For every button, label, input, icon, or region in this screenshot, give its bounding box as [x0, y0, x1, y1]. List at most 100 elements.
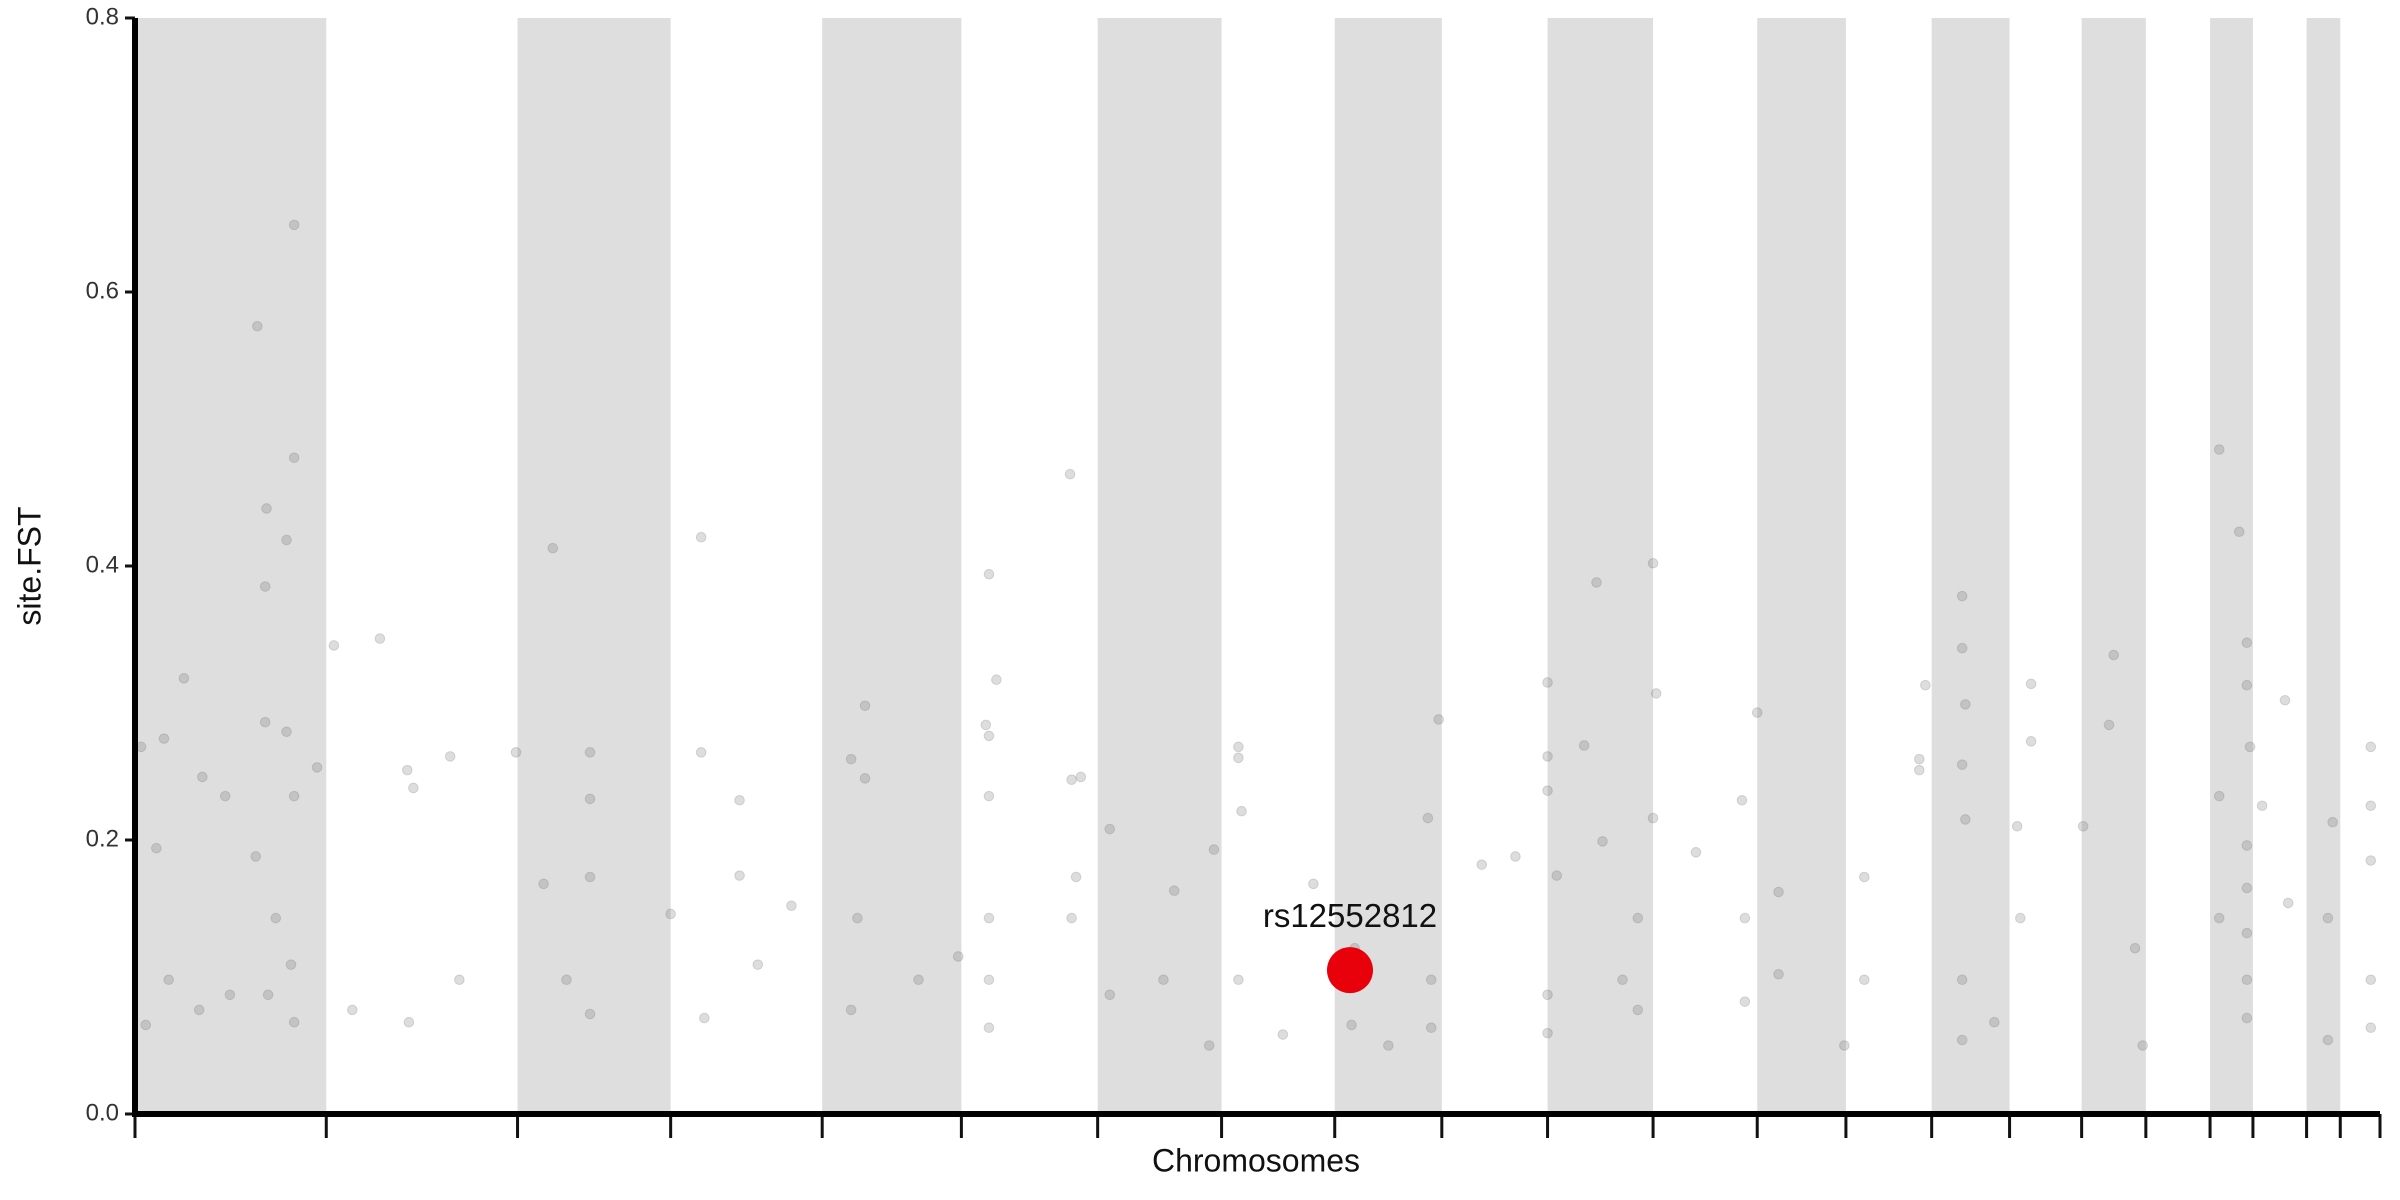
- snp-point: [2025, 736, 2037, 747]
- snp-point: [1168, 885, 1180, 896]
- snp-point: [1960, 699, 1971, 710]
- snp-point: [1647, 812, 1659, 824]
- snp-point: [2256, 800, 2268, 812]
- snp-point: [584, 871, 596, 883]
- snp-point: [158, 733, 170, 744]
- snp-point: [1383, 1040, 1394, 1051]
- snp-point: [1839, 1040, 1850, 1051]
- snp-point: [444, 751, 456, 762]
- snp-point: [1542, 1027, 1553, 1039]
- snp-point: [1422, 812, 1434, 824]
- snp-point: [1960, 814, 1971, 825]
- snp-point: [259, 716, 271, 728]
- snp-point: [261, 503, 272, 514]
- points: rs12552812: [135, 219, 2377, 1051]
- snp-point: [1064, 468, 1076, 480]
- snp-point: [983, 568, 995, 580]
- snp-point: [859, 773, 871, 784]
- snp-point: [1632, 912, 1644, 924]
- snp-point: [2103, 719, 2115, 731]
- snp-point: [2233, 526, 2245, 538]
- snp-point: [1277, 1029, 1289, 1040]
- snp-point: [952, 951, 964, 962]
- highlight-point: [1326, 947, 1373, 994]
- snp-point: [510, 747, 522, 758]
- snp-point: [1542, 677, 1553, 688]
- snp-point: [2244, 741, 2256, 753]
- snp-point: [1647, 557, 1659, 569]
- snp-point: [983, 974, 995, 986]
- snp-point: [288, 219, 300, 231]
- snp-point: [845, 753, 857, 765]
- snp-point: [859, 700, 871, 712]
- snp-point: [1233, 741, 1244, 753]
- chromosome-band: [1757, 18, 1846, 1114]
- snp-point: [1542, 751, 1553, 762]
- snp-point: [538, 878, 549, 890]
- snp-point: [1597, 836, 1608, 847]
- snp-point: [547, 542, 559, 554]
- snp-point: [178, 673, 190, 684]
- snp-point: [1104, 823, 1116, 835]
- snp-point: [1920, 679, 1931, 691]
- snp-point: [1203, 1040, 1215, 1051]
- snp-point: [1956, 974, 1968, 986]
- snp-point: [983, 1022, 995, 1033]
- snp-point: [1617, 974, 1628, 986]
- snp-point: [1859, 871, 1870, 883]
- snp-point: [665, 908, 676, 920]
- snp-point: [699, 1012, 710, 1024]
- chromosome-band: [1547, 18, 1654, 1114]
- snp-point: [2279, 694, 2291, 706]
- y-tick-label: 0.2: [86, 825, 119, 852]
- snp-point: [288, 790, 300, 802]
- snp-point: [281, 726, 292, 738]
- snp-point: [197, 771, 208, 783]
- snp-point: [1773, 968, 1784, 980]
- snp-point: [2129, 942, 2141, 954]
- snp-point: [584, 747, 596, 758]
- snp-point: [752, 959, 764, 970]
- snp-point: [288, 452, 300, 464]
- snp-point: [2241, 679, 2253, 691]
- snp-point: [285, 959, 297, 970]
- snp-point: [1956, 590, 1968, 602]
- snp-point: [2365, 1022, 2377, 1033]
- x-axis-label: Chromosomes: [1152, 1142, 1360, 1178]
- highlight-label: rs12552812: [1263, 897, 1437, 934]
- snp-point: [2213, 912, 2225, 924]
- snp-point: [374, 633, 386, 644]
- snp-point: [980, 719, 992, 731]
- snp-point: [584, 1008, 596, 1020]
- snp-point: [584, 793, 596, 805]
- snp-point: [454, 974, 465, 986]
- snp-point: [2077, 821, 2089, 832]
- snp-point: [1425, 1022, 1437, 1033]
- snp-point: [1751, 707, 1763, 718]
- snp-point: [1066, 774, 1077, 786]
- snp-point: [2241, 974, 2253, 986]
- snp-point: [1510, 851, 1521, 862]
- snp-point: [695, 747, 707, 758]
- snp-point: [786, 900, 797, 912]
- y-tick-label: 0.4: [86, 551, 119, 578]
- snp-point: [288, 1016, 300, 1028]
- snp-point: [408, 782, 419, 794]
- snp-point: [1070, 871, 1082, 883]
- snp-point: [734, 870, 745, 881]
- snp-point: [2108, 649, 2120, 661]
- snp-point: [252, 320, 263, 332]
- snp-point: [403, 1016, 415, 1028]
- snp-point: [219, 790, 231, 802]
- snp-point: [402, 764, 413, 776]
- snp-point: [561, 974, 572, 986]
- snp-point: [2365, 974, 2377, 986]
- snp-point: [2015, 912, 2026, 924]
- snp-point: [281, 534, 292, 546]
- snp-point: [193, 1004, 205, 1016]
- chromosome-band: [822, 18, 962, 1114]
- snp-point: [311, 762, 323, 773]
- snp-point: [1956, 642, 1968, 654]
